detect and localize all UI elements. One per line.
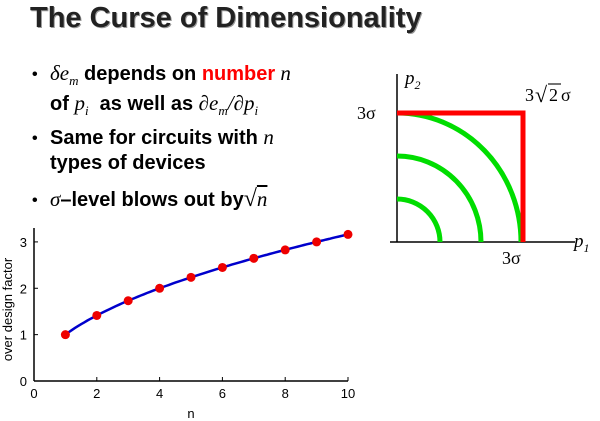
y-tick-label: 2 <box>20 281 27 296</box>
data-point <box>92 310 102 320</box>
sqrt-n: n <box>256 187 268 211</box>
bullet-3-text: –level blows out by <box>60 189 244 211</box>
data-point <box>280 245 290 255</box>
data-point <box>343 229 353 239</box>
partial-ratio: ∂em/∂pi <box>198 91 259 119</box>
bullet-2-line2: types of devices <box>50 152 206 174</box>
data-point <box>217 262 227 272</box>
y-tick-label: 1 <box>20 328 27 343</box>
svg-text:√: √ <box>535 82 548 107</box>
data-point <box>123 296 133 306</box>
slide-title: The Curse of Dimensionality <box>30 2 422 34</box>
x-tick-label: 4 <box>156 386 163 401</box>
bullet-1-line2-mid: as well as <box>88 93 199 115</box>
x-tick-label: 8 <box>282 386 289 401</box>
data-point <box>186 272 196 282</box>
data-point <box>60 330 70 340</box>
p-i: pi <box>74 91 89 119</box>
x-tick-label: 2 <box>93 386 100 401</box>
bullet-1-text: depends on <box>78 63 202 85</box>
p1-label: p1 <box>572 231 590 255</box>
data-point <box>155 283 165 293</box>
y-tick-label: 0 <box>20 374 27 389</box>
y-axis-label: over design factor <box>0 257 15 361</box>
data-point <box>312 237 322 247</box>
svg-text:3: 3 <box>525 85 534 105</box>
bullet-dot: • <box>32 66 38 83</box>
series-line <box>64 233 349 336</box>
arc-2-sigma <box>396 153 484 243</box>
bullet-1-line2-text: of <box>50 93 75 115</box>
x-tick-label: 6 <box>219 386 226 401</box>
corner-label: 3 √ 2 σ <box>525 82 571 107</box>
y-tick-label: 3 <box>20 235 27 250</box>
bullet-2-line1: Same for circuits with <box>50 127 264 149</box>
sqrt-symbol: √ <box>243 186 257 212</box>
arc-1-sigma <box>396 196 443 243</box>
svg-text:σ: σ <box>561 85 571 105</box>
var-n: n <box>275 61 291 85</box>
sigma-symbol: σ <box>50 187 61 211</box>
highlight-number: number <box>201 63 276 85</box>
y-3sigma-label: 3σ <box>357 103 376 123</box>
bullet-dot: • <box>32 192 38 209</box>
arc-3-sigma <box>396 110 524 243</box>
x-tick-label: 10 <box>341 386 355 401</box>
svg-text:2: 2 <box>549 85 558 105</box>
x-axis-label: n <box>187 406 194 421</box>
x-3sigma-label: 3σ <box>502 248 521 268</box>
delta-e-m: δem <box>50 61 79 89</box>
data-point <box>249 253 259 263</box>
p2-label: p2 <box>403 68 421 92</box>
var-n: n <box>263 125 274 149</box>
bullet-dot: • <box>32 130 38 147</box>
x-tick-label: 0 <box>30 386 37 401</box>
bounding-square <box>397 110 526 242</box>
